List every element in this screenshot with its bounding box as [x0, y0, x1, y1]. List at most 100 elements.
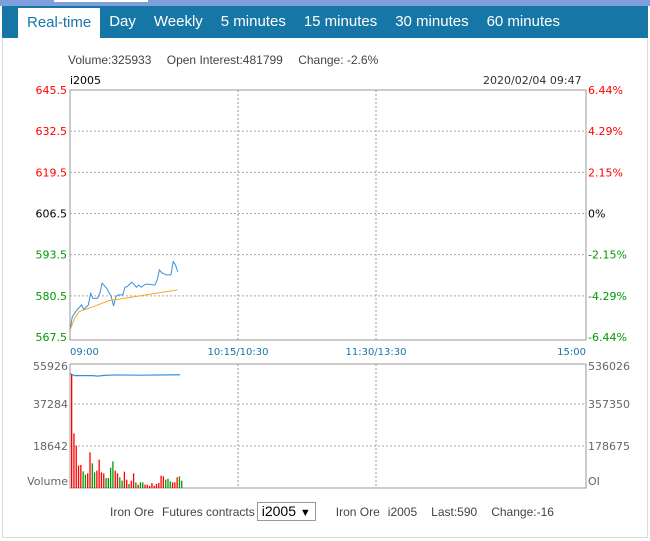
- price-tick-label: 606.5: [36, 208, 68, 221]
- pct-tick-label: 6.44%: [588, 84, 623, 97]
- volume-bar: [176, 477, 178, 488]
- volume-bar: [112, 461, 114, 488]
- price-line: [69, 260, 179, 331]
- oi-tick-label: OI: [588, 475, 600, 488]
- pct-tick-label: -4.29%: [588, 290, 627, 303]
- volume-bar: [162, 476, 165, 488]
- contract-select-value: i2005: [261, 503, 296, 519]
- price-tick-label: 580.5: [36, 290, 68, 303]
- volume-bar: [116, 473, 119, 488]
- price-tick-label: 567.5: [36, 331, 68, 344]
- top-strip: [0, 0, 650, 6]
- volume-bar: [139, 482, 142, 488]
- tab-30-minutes[interactable]: 30 minutes: [395, 13, 469, 30]
- tab-real-time[interactable]: Real-time: [18, 8, 101, 38]
- symbol-label: i2005: [70, 74, 102, 87]
- volume-bar: [155, 483, 158, 488]
- volume-bar: [114, 470, 116, 488]
- volume-bar: [84, 474, 87, 488]
- volume-bar: [181, 480, 183, 488]
- volume-bar: [132, 473, 135, 488]
- volume-bar: [160, 475, 162, 488]
- open-interest-stat: Open Interest:481799: [166, 53, 283, 67]
- pct-tick-label: -6.44%: [588, 331, 627, 344]
- volume-bar: [167, 478, 169, 488]
- volume-bar: [80, 464, 82, 488]
- volume-bar: [135, 482, 137, 488]
- price-plot-frame: [69, 89, 587, 341]
- volume-bar: [130, 480, 132, 488]
- volume-bar: [89, 452, 91, 488]
- volume-bar: [87, 473, 89, 488]
- volume-bar: [103, 473, 105, 488]
- volume-bar: [75, 445, 77, 488]
- volume-bar: [158, 482, 160, 488]
- quote-last: Last:590: [431, 504, 478, 519]
- volume-bar: [165, 479, 167, 488]
- product-label: Iron Ore: [110, 504, 155, 519]
- tab-weekly[interactable]: Weekly: [153, 13, 203, 30]
- quote-change: Change:-16: [491, 504, 554, 519]
- time-tick-label: 10:15/10:30: [207, 347, 268, 358]
- chart-frame: [2, 38, 648, 538]
- volume-bar: [109, 467, 112, 488]
- volume-bar: [144, 484, 146, 488]
- volume-bar: [82, 471, 84, 488]
- volume-bar: [151, 482, 153, 488]
- volume-bar: [142, 482, 144, 488]
- pct-tick-label: -2.15%: [588, 249, 627, 262]
- volume-bar: [153, 485, 155, 488]
- tab-5-minutes[interactable]: 5 minutes: [220, 13, 286, 30]
- price-tick-label: 632.5: [36, 125, 68, 138]
- volume-tick-label: Volume: [27, 475, 68, 488]
- volume-bar: [128, 483, 130, 488]
- open-interest-line: [69, 372, 181, 377]
- oi-tick-label: 178675: [588, 440, 630, 453]
- quote-code: i2005: [387, 504, 418, 519]
- volume-tick-label: 18642: [33, 440, 68, 453]
- change-stat: Change: -2.6%: [298, 53, 379, 67]
- volume-bar: [121, 480, 123, 488]
- quote-name: Iron Ore: [335, 504, 380, 519]
- volume-bar: [174, 482, 176, 488]
- pct-tick-label: 0%: [588, 208, 605, 221]
- contract-select[interactable]: i2005 ▼: [256, 502, 316, 521]
- average-line: [69, 289, 178, 331]
- volume-bar: [71, 373, 73, 488]
- volume-bar: [73, 433, 75, 488]
- price-tick-label: 619.5: [36, 166, 68, 179]
- volume-tick-label: 37284: [33, 398, 68, 411]
- period-tabs: Real-time Day Weekly 5 minutes 15 minutes 30 …: [2, 6, 648, 38]
- footer-bar: Iron Ore Futures contracts i2005 ▼ Iron …: [110, 502, 554, 521]
- pct-tick-label: 2.15%: [588, 166, 623, 179]
- volume-bar: [119, 477, 121, 488]
- volume-tick-label: 55926: [33, 360, 68, 373]
- price-tick-label: 593.5: [36, 249, 68, 262]
- volume-bar: [98, 459, 100, 488]
- time-tick-label: 09:00: [70, 347, 99, 358]
- tab-day[interactable]: Day: [109, 13, 136, 30]
- stats-bar: Volume:325933 Open Interest:481799 Chang…: [68, 53, 390, 67]
- volume-bar: [123, 471, 126, 488]
- timestamp: 2020/02/04 09:47: [483, 74, 582, 87]
- volume-bar: [100, 472, 103, 488]
- time-tick-label: 11:30/13:30: [345, 347, 406, 358]
- volume-bar: [126, 479, 128, 488]
- volume-bar: [77, 465, 80, 488]
- contracts-label: Futures contracts: [162, 504, 255, 519]
- time-tick-label: 15:00: [557, 347, 586, 358]
- volume-bar: [171, 482, 174, 488]
- volume-plot-frame: [69, 363, 587, 489]
- volume-bar: [169, 481, 171, 488]
- volume-bar: [146, 484, 148, 488]
- volume-bar: [105, 477, 107, 488]
- tab-15-minutes[interactable]: 15 minutes: [303, 13, 378, 30]
- dropdown-arrow-icon: ▼: [299, 507, 311, 519]
- volume-stat: Volume:325933: [68, 53, 152, 67]
- oi-tick-label: 357350: [588, 398, 630, 411]
- volume-bar: [107, 477, 109, 488]
- tab-60-minutes[interactable]: 60 minutes: [486, 13, 560, 30]
- pct-tick-label: 4.29%: [588, 125, 623, 138]
- oi-tick-label: 536026: [588, 360, 630, 373]
